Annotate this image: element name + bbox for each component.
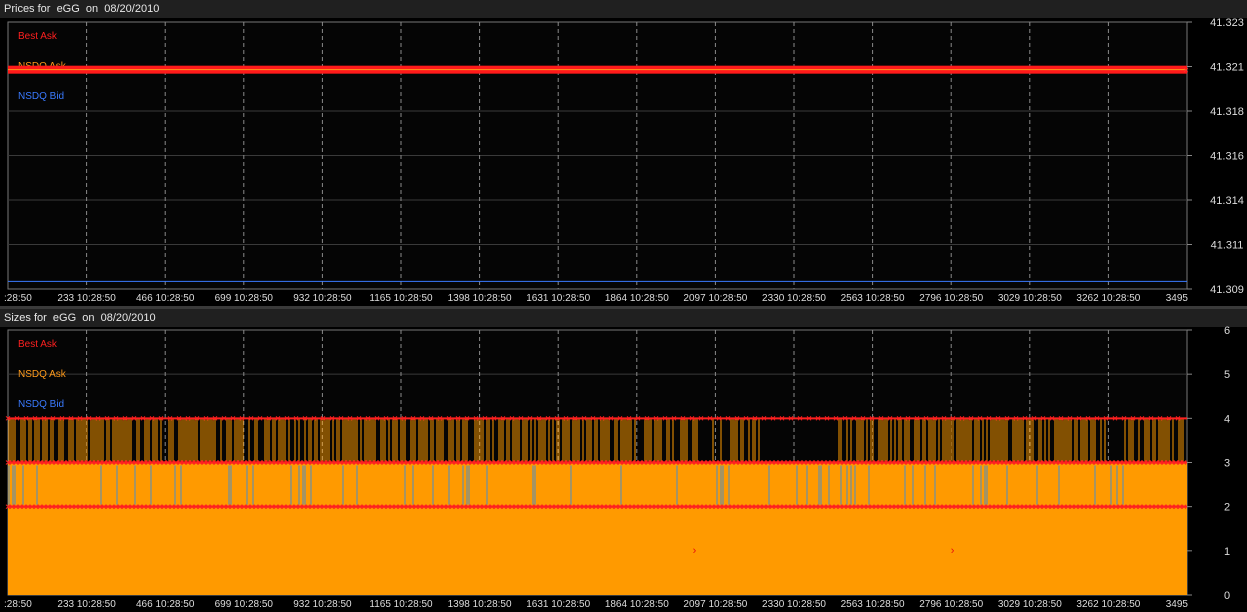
isolated-marker: › (693, 545, 697, 557)
x-tick-label: 1864 10:28:50 (605, 599, 669, 610)
best-ask-markers (5, 415, 1181, 421)
y-tick-label: 4 (1224, 413, 1230, 425)
x-tick-label: 233 10:28:50 (57, 293, 116, 304)
y-tick-label: 3 (1224, 458, 1230, 470)
y-tick-label: 0 (1224, 590, 1230, 602)
best-ask-markers (5, 504, 1187, 510)
prices-panel: Prices for eGG on 08/20/2010 41.323 41.32… (0, 0, 1247, 304)
sizes-chart: 6 5 4 3 2 1 0 :28:50 233 10:28:50 466 10:28:50 699… (4, 325, 1230, 610)
x-tick-label: 699 10:28:50 (215, 599, 274, 610)
x-tick-label: 3262 10:28:50 (1076, 599, 1140, 610)
y-tick-label: 41.309 (1210, 284, 1244, 296)
y-tick-label: 41.316 (1210, 151, 1244, 163)
x-tick-label: 932 10:28:50 (293, 293, 352, 304)
x-tick-label: 1165 10:28:50 (369, 293, 433, 304)
x-tick-label: 1398 10:28:50 (448, 599, 512, 610)
x-tick-label: 3262 10:28:50 (1076, 293, 1140, 304)
x-tick-label: 233 10:28:50 (57, 599, 116, 610)
x-tick-label: 466 10:28:50 (136, 599, 195, 610)
x-tick-label: 3495 (1166, 599, 1189, 610)
sizes-panel: Sizes for eGG on 08/20/2010 6 5 4 3 2 1 0 :28:5… (0, 309, 1247, 612)
x-tick-label: 2097 10:28:50 (683, 293, 747, 304)
y-tick-label: 2 (1224, 502, 1230, 514)
y-tick-label: 41.311 (1211, 240, 1244, 252)
best-ask-markers (5, 460, 1187, 465)
y-tick-label: 1 (1224, 546, 1230, 558)
x-tick-label: 3495 (1166, 293, 1189, 304)
x-tick-label: 2563 10:28:50 (841, 599, 905, 610)
y-tick-label: 41.323 (1210, 17, 1244, 29)
y-tick-label: 41.321 (1210, 62, 1244, 74)
legend-entry: Best Ask (18, 339, 58, 350)
legend-entry: NSDQ Bid (18, 91, 64, 102)
panel-divider[interactable] (0, 306, 1247, 309)
y-tick-label: 41.314 (1210, 195, 1244, 207)
x-tick-label: 2796 10:28:50 (919, 293, 983, 304)
x-tick-label: 2796 10:28:50 (919, 599, 983, 610)
x-tick-label: 1631 10:28:50 (526, 599, 590, 610)
y-tick-label: 5 (1224, 369, 1230, 381)
x-tick-label: 932 10:28:50 (293, 599, 352, 610)
size-area-level-3 (8, 462, 1187, 507)
legend-entry: NSDQ Bid (18, 399, 64, 410)
prices-title: Prices for eGG on 08/20/2010 (0, 0, 1247, 18)
prices-chart: 41.323 41.321 41.318 41.316 41.314 41.311 41.3… (4, 17, 1244, 304)
x-tick-label: 2563 10:28:50 (841, 293, 905, 304)
x-tick-label: 466 10:28:50 (136, 293, 195, 304)
sizes-title: Sizes for eGG on 08/20/2010 (0, 309, 1247, 327)
x-tick-label: :28:50 (4, 293, 32, 304)
x-tick-label: 3029 10:28:50 (998, 599, 1062, 610)
x-tick-label: 1398 10:28:50 (448, 293, 512, 304)
y-tick-label: 6 (1224, 325, 1230, 337)
series-end-marker: × (1183, 66, 1189, 77)
x-tick-label: 2330 10:28:50 (762, 599, 826, 610)
x-tick-label: :28:50 (4, 599, 32, 610)
x-tick-label: 699 10:28:50 (215, 293, 274, 304)
x-tick-label: 2097 10:28:50 (683, 599, 747, 610)
legend-entry: NSDQ Ask (18, 369, 67, 380)
x-tick-label: 1864 10:28:50 (605, 293, 669, 304)
isolated-marker: › (951, 545, 955, 557)
y-tick-label: 41.318 (1210, 106, 1244, 118)
x-tick-label: 1165 10:28:50 (369, 599, 433, 610)
size-area-base (8, 506, 1187, 595)
x-tick-label: 3029 10:28:50 (998, 293, 1062, 304)
x-tick-label: 1631 10:28:50 (526, 293, 590, 304)
x-tick-label: 2330 10:28:50 (762, 293, 826, 304)
legend-entry: Best Ask (18, 31, 58, 42)
